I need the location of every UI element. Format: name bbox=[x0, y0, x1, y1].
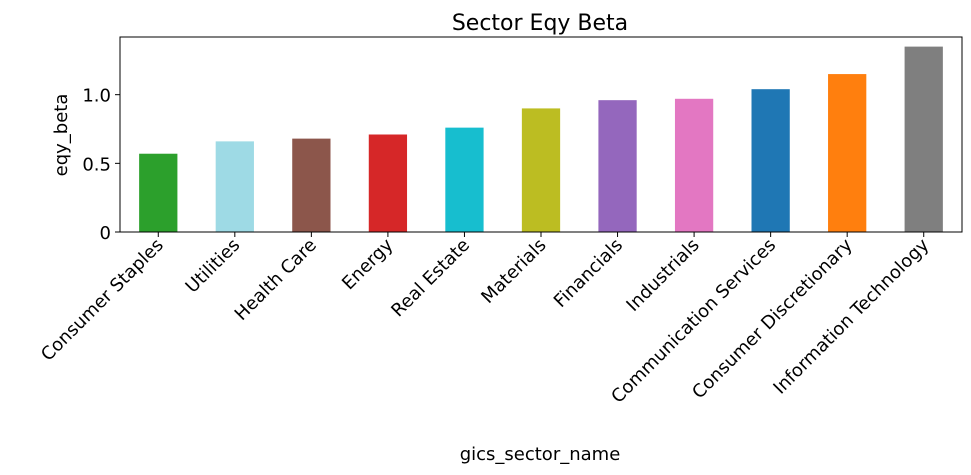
x-tick-label: Real Estate bbox=[387, 235, 474, 322]
x-tick-label: Materials bbox=[477, 235, 550, 308]
x-tick-label: Financials bbox=[550, 235, 627, 312]
bar bbox=[139, 153, 178, 232]
bar bbox=[445, 127, 484, 232]
bar bbox=[521, 108, 561, 232]
x-tick-label: Industrials bbox=[622, 235, 703, 316]
x-tick-label: Consumer Staples bbox=[37, 235, 168, 366]
y-tick-label: 1.0 bbox=[82, 86, 111, 107]
bar bbox=[751, 89, 790, 232]
x-tick-label: Health Care bbox=[231, 235, 321, 325]
x-tick-label: Information Technology bbox=[769, 234, 933, 398]
plot-frame bbox=[119, 36, 963, 233]
y-axis-label: eqy_beta bbox=[51, 94, 72, 177]
bar bbox=[368, 134, 408, 232]
bar bbox=[292, 138, 331, 232]
y-tick-label: 0.5 bbox=[82, 154, 111, 175]
x-tick-label: Utilities bbox=[182, 235, 245, 298]
bar bbox=[828, 74, 867, 233]
x-axis-label: gics_sector_name bbox=[460, 444, 621, 465]
y-tick-label: 0 bbox=[100, 223, 111, 244]
bar bbox=[904, 46, 943, 233]
x-tick-label: Consumer Discretionary bbox=[688, 234, 857, 403]
bar bbox=[674, 98, 714, 232]
x-tick-label: Energy bbox=[338, 234, 398, 294]
chart-title: Sector Eqy Beta bbox=[452, 11, 628, 36]
bar bbox=[215, 141, 254, 232]
bar bbox=[598, 100, 637, 233]
